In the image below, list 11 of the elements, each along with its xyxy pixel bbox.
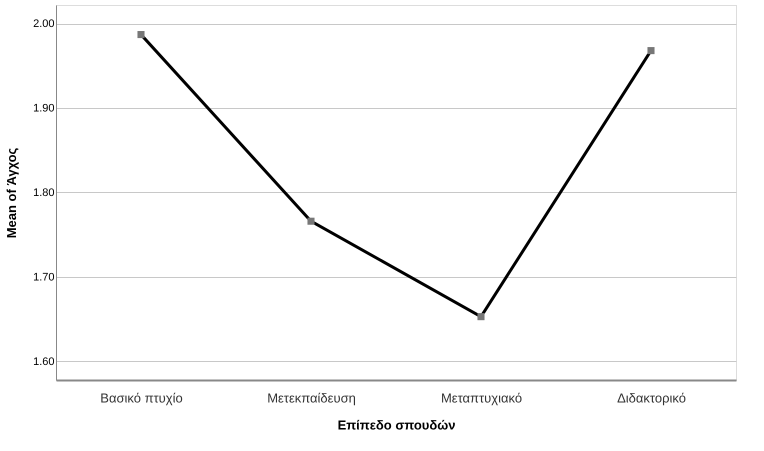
y-tick-label: 1.90	[33, 102, 54, 115]
x-axis-title: Επίπεδο σπουδών	[338, 418, 456, 432]
y-tick-label: 1.60	[33, 356, 54, 368]
x-tick-label: Μεταπτυχιακό	[440, 390, 522, 406]
y-tick-label: 2.00	[33, 18, 54, 30]
y-tick-label: 1.70	[33, 271, 54, 284]
y-axis-title: Mean of Άγχος	[4, 147, 20, 238]
y-tick-label: 1.80	[33, 187, 54, 199]
x-tick-label: Διδακτορικό	[617, 390, 686, 406]
x-tick-label: Μετεκπαίδευση	[267, 390, 356, 406]
x-tick-label: Βασικό πτυχίο	[100, 390, 183, 406]
